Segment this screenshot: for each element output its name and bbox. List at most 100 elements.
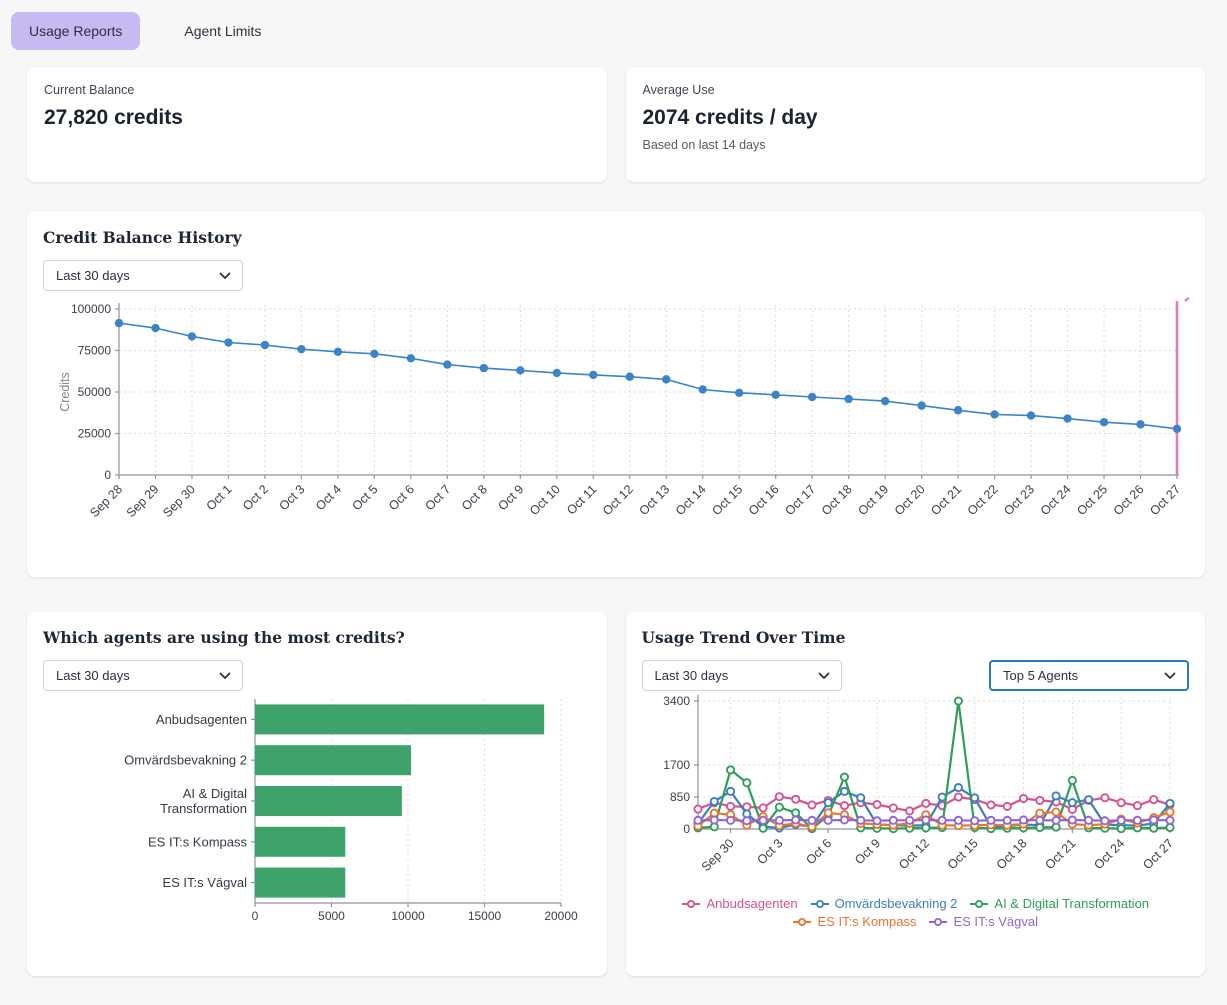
svg-text:0: 0 xyxy=(252,909,259,923)
svg-text:Oct 27: Oct 27 xyxy=(1147,482,1183,518)
top-agents-title: Which agents are using the most credits? xyxy=(43,628,405,647)
legend-item: Anbudsagenten xyxy=(681,896,798,911)
svg-text:20000: 20000 xyxy=(544,909,578,923)
svg-text:100000: 100000 xyxy=(71,302,111,316)
svg-text:Oct 26: Oct 26 xyxy=(1111,482,1147,518)
svg-text:Omvärdsbevakning 2: Omvärdsbevakning 2 xyxy=(124,753,247,768)
legend-marker-icon xyxy=(682,899,701,908)
trend-range-select-value: Last 30 days xyxy=(654,668,729,683)
top-agents-chart-area: Anbudsagenten Omvärdsbevakning 2 AI & Digi… xyxy=(43,695,591,942)
legend-marker-icon xyxy=(929,917,948,926)
agents-range-select-value: Last 30 days xyxy=(56,668,130,683)
top-tab-bar: Usage Reports Agent Limits xyxy=(11,12,1205,50)
agents-range-select[interactable]: Last 30 days xyxy=(43,660,243,691)
balance-range-select-value: Last 30 days xyxy=(56,268,130,283)
svg-text:Oct 17: Oct 17 xyxy=(782,482,818,518)
svg-text:Oct 15: Oct 15 xyxy=(709,482,745,518)
tab-agent-limits[interactable]: Agent Limits xyxy=(166,12,279,50)
svg-text:Oct 13: Oct 13 xyxy=(636,482,672,518)
svg-text:25000: 25000 xyxy=(78,427,112,441)
average-use-value: 2074 credits / day xyxy=(642,106,818,129)
chevron-down-icon xyxy=(219,672,231,680)
usage-trend-card: Usage Trend Over Time Last 30 days Top 5… xyxy=(625,612,1205,976)
svg-text:Oct 15: Oct 15 xyxy=(944,836,980,872)
svg-text:Oct 18: Oct 18 xyxy=(993,836,1029,872)
legend-item: ES IT:s Kompass xyxy=(792,914,916,929)
svg-text:Oct 21: Oct 21 xyxy=(1042,836,1078,872)
legend-item: Omvärdsbevakning 2 xyxy=(810,896,958,911)
svg-text:0: 0 xyxy=(683,822,690,836)
svg-text:15000: 15000 xyxy=(468,909,502,923)
svg-text:1700: 1700 xyxy=(663,758,690,772)
svg-text:Transformation: Transformation xyxy=(160,801,247,816)
svg-text:AI & Digital: AI & Digital xyxy=(183,786,247,801)
legend-label: AI & Digital Transformation xyxy=(994,896,1150,911)
svg-text:Oct 1: Oct 1 xyxy=(204,482,235,513)
top-agents-bar-chart: Anbudsagenten Omvärdsbevakning 2 AI & Digi… xyxy=(124,699,578,923)
usage-trend-title: Usage Trend Over Time xyxy=(641,628,846,647)
bottom-row: Which agents are using the most credits?… xyxy=(27,612,1205,976)
legend-item: ES IT:s Vägval xyxy=(928,914,1038,929)
svg-text:0: 0 xyxy=(104,468,111,482)
average-use-card: Average Use 2074 credits / day Based on … xyxy=(625,67,1205,182)
svg-text:Oct 14: Oct 14 xyxy=(673,482,709,518)
balance-range-select[interactable]: Last 30 days xyxy=(43,260,243,291)
summary-row: Current Balance 27,820 credits Average U… xyxy=(27,67,1205,182)
top-agents-card: Which agents are using the most credits?… xyxy=(27,612,607,976)
legend-label: ES IT:s Vägval xyxy=(953,914,1039,929)
chevron-down-icon xyxy=(1164,672,1176,680)
svg-text:Oct 12: Oct 12 xyxy=(896,836,932,872)
average-use-note: Based on last 14 days xyxy=(642,138,766,152)
svg-text:Oct 24: Oct 24 xyxy=(1091,836,1127,872)
svg-text:Oct 23: Oct 23 xyxy=(1001,482,1037,518)
trend-range-select[interactable]: Last 30 days xyxy=(641,660,842,691)
svg-text:Sep 30: Sep 30 xyxy=(160,482,198,520)
legend-marker-icon xyxy=(793,917,812,926)
svg-text:Oct 7: Oct 7 xyxy=(422,482,453,513)
svg-text:Oct 4: Oct 4 xyxy=(313,482,344,513)
svg-text:850: 850 xyxy=(669,790,689,804)
svg-text:Oct 6: Oct 6 xyxy=(803,836,834,867)
svg-text:Oct 21: Oct 21 xyxy=(928,482,964,518)
svg-text:Oct 9: Oct 9 xyxy=(852,836,883,867)
svg-text:50000: 50000 xyxy=(78,385,112,399)
svg-text:Oct 24: Oct 24 xyxy=(1038,482,1074,518)
svg-text:Oct 20: Oct 20 xyxy=(892,482,928,518)
svg-text:ES IT:s Vägval: ES IT:s Vägval xyxy=(162,875,247,890)
svg-text:Oct 25: Oct 25 xyxy=(1074,482,1110,518)
tab-usage-reports[interactable]: Usage Reports xyxy=(11,12,141,50)
svg-text:Sep 30: Sep 30 xyxy=(698,836,736,874)
legend-label: Omvärdsbevakning 2 xyxy=(834,896,958,911)
svg-text:Oct 8: Oct 8 xyxy=(459,482,490,513)
legend-item: AI & Digital Transformation xyxy=(969,896,1149,911)
svg-text:Oct 27: Oct 27 xyxy=(1140,836,1176,872)
svg-text:Oct 12: Oct 12 xyxy=(600,482,636,518)
svg-text:5000: 5000 xyxy=(318,909,345,923)
legend-label: Anbudsagenten xyxy=(706,896,798,911)
credit-balance-history-card: Credit Balance History Last 30 days 0 250… xyxy=(27,211,1205,577)
svg-text:Credits: Credits xyxy=(58,372,72,412)
balance-history-chart-area: 0 25000 50000 75000 100000 Sep 28 Sep 29 Sep 30… xyxy=(43,295,1195,556)
svg-text:Oct 16: Oct 16 xyxy=(746,482,782,518)
credit-balance-history-title: Credit Balance History xyxy=(43,228,242,247)
svg-text:Oct 9: Oct 9 xyxy=(495,482,526,513)
svg-text:ES IT:s Kompass: ES IT:s Kompass xyxy=(148,834,247,849)
svg-text:Oct 6: Oct 6 xyxy=(386,482,417,513)
trend-agents-select-value: Top 5 Agents xyxy=(1003,668,1079,683)
svg-text:Oct 5: Oct 5 xyxy=(349,482,380,513)
svg-text:Sep 29: Sep 29 xyxy=(124,482,162,520)
chevron-down-icon xyxy=(219,272,231,280)
usage-trend-line-chart: 0 850 1700 3400 Sep 30 Oct 3 Oct 6 Oct 9 Oct 12 O… xyxy=(663,694,1176,874)
svg-text:Anbudsagenten: Anbudsagenten xyxy=(156,712,247,727)
trend-agents-select[interactable]: Top 5 Agents xyxy=(989,660,1189,691)
svg-text:Oct 18: Oct 18 xyxy=(819,482,855,518)
svg-text:Oct 22: Oct 22 xyxy=(965,482,1001,518)
svg-text:Oct 3: Oct 3 xyxy=(754,836,785,867)
average-use-label: Average Use xyxy=(642,83,715,97)
chevron-down-icon xyxy=(818,672,830,680)
current-balance-card: Current Balance 27,820 credits xyxy=(27,67,607,182)
svg-text:Sep 28: Sep 28 xyxy=(87,482,125,520)
current-balance-label: Current Balance xyxy=(44,83,135,97)
